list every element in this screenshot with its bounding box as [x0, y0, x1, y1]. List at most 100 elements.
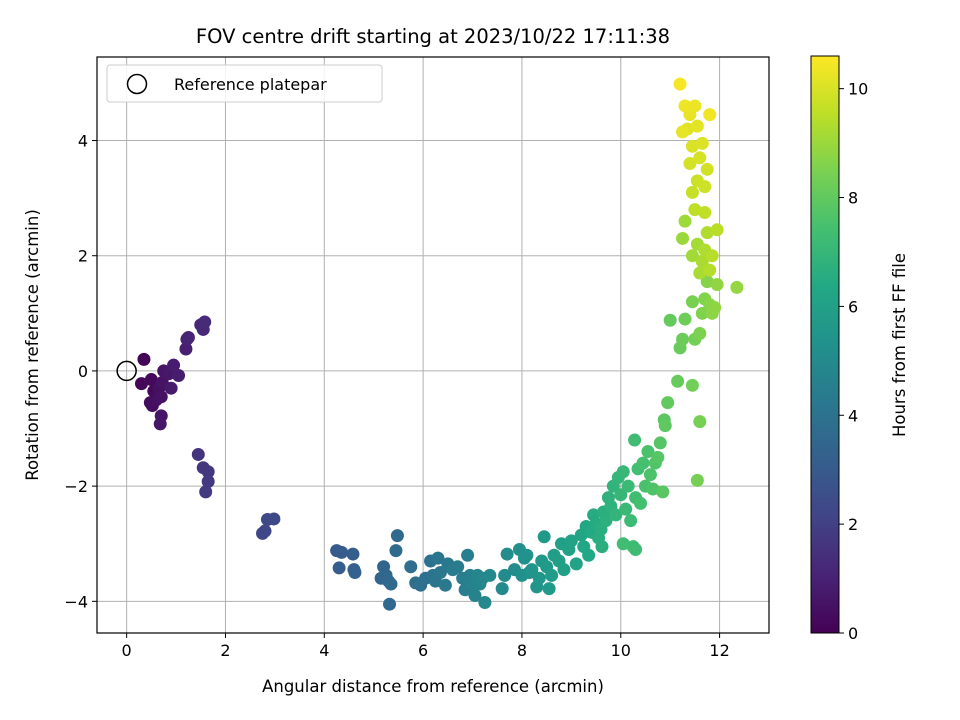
data-point	[167, 358, 181, 372]
data-point	[685, 185, 699, 199]
data-point	[619, 502, 633, 516]
data-point	[678, 312, 692, 326]
data-point	[179, 342, 193, 356]
data-point	[653, 436, 667, 450]
data-point	[693, 151, 707, 165]
data-point	[703, 263, 717, 277]
data-point	[532, 571, 546, 585]
data-point	[690, 473, 704, 487]
legend: Reference platepar	[106, 64, 383, 103]
data-point	[332, 561, 346, 575]
data-point	[710, 223, 724, 237]
x-tick-label: 2	[220, 641, 230, 660]
data-point	[698, 180, 712, 194]
colorbar-ticks: 0 2 4 6 8 10	[839, 80, 868, 643]
data-point	[198, 315, 212, 329]
data-point	[595, 540, 609, 554]
y-tick-label: 2	[78, 247, 88, 266]
data-point	[700, 162, 714, 176]
chart-title: FOV centre drift starting at 2023/10/22 …	[196, 25, 670, 48]
data-point	[461, 548, 475, 562]
x-tick-label: 12	[709, 641, 729, 660]
data-point	[656, 485, 670, 499]
data-point	[483, 568, 497, 582]
data-point	[564, 534, 578, 548]
data-point	[710, 278, 724, 292]
data-point	[134, 377, 148, 391]
plot-frame	[96, 56, 770, 634]
y-tick-label: −2	[64, 477, 88, 496]
data-point	[685, 139, 699, 153]
colorbar-tick-label: 2	[848, 515, 858, 534]
data-point	[390, 529, 404, 543]
x-axis-ticks: 0 2 4 6 8 10 12	[122, 633, 730, 660]
data-point	[431, 551, 445, 565]
data-point	[695, 306, 709, 320]
data-point	[708, 301, 722, 315]
data-point	[348, 566, 362, 580]
data-point	[643, 468, 657, 482]
data-point	[641, 445, 655, 459]
data-point	[199, 485, 213, 499]
data-point	[676, 125, 690, 139]
data-point	[433, 566, 447, 580]
data-point	[634, 496, 648, 510]
data-point	[700, 275, 714, 289]
data-point	[700, 226, 714, 240]
colorbar-tick-label: 6	[848, 297, 858, 316]
x-tick-label: 10	[611, 641, 631, 660]
y-tick-label: −4	[64, 592, 88, 611]
data-point	[599, 514, 613, 528]
data-point	[335, 545, 349, 559]
colorbar-tick-label: 0	[848, 624, 858, 643]
data-point	[663, 313, 677, 327]
data-point	[468, 589, 482, 603]
colorbar-label: Hours from first FF file	[890, 253, 909, 437]
data-point	[383, 597, 397, 611]
data-point	[164, 381, 178, 395]
data-point	[384, 577, 398, 591]
data-point	[478, 595, 492, 609]
data-point	[690, 119, 704, 133]
data-point	[569, 557, 583, 571]
data-point	[703, 108, 717, 122]
data-point	[695, 136, 709, 150]
data-point	[678, 214, 692, 228]
data-point	[636, 456, 650, 470]
data-point	[698, 206, 712, 220]
x-tick-label: 8	[517, 641, 527, 660]
legend-box	[106, 64, 383, 103]
data-point	[688, 99, 702, 113]
x-tick-label: 4	[319, 641, 329, 660]
data-point	[389, 544, 403, 558]
data-point	[678, 99, 692, 113]
data-point	[651, 450, 665, 464]
data-point	[346, 547, 360, 561]
data-point	[646, 482, 660, 496]
data-point	[404, 560, 418, 574]
data-point	[520, 548, 534, 562]
data-point	[498, 568, 512, 582]
data-point	[542, 582, 556, 596]
x-tick-label: 6	[418, 641, 428, 660]
data-point	[683, 157, 697, 171]
data-point	[628, 433, 642, 447]
data-point	[451, 560, 465, 574]
data-point	[191, 447, 205, 461]
y-tick-label: 4	[78, 132, 88, 151]
x-tick-label: 0	[122, 641, 132, 660]
colorbar	[810, 55, 840, 634]
legend-marker	[126, 73, 148, 95]
data-point	[676, 231, 690, 245]
data-point	[153, 417, 167, 431]
data-point	[658, 419, 672, 433]
data-point	[616, 537, 630, 551]
data-point	[661, 396, 675, 410]
data-point	[695, 254, 709, 268]
y-axis-label: Rotation from reference (arcmin)	[23, 209, 42, 481]
data-point	[685, 249, 699, 263]
data-point	[609, 508, 623, 522]
data-point	[258, 524, 272, 538]
data-point	[624, 514, 638, 528]
